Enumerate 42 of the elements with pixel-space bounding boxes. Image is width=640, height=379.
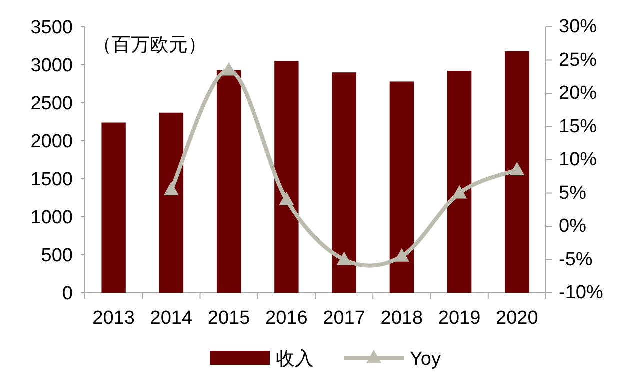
x-tick-label: 2014	[150, 308, 193, 329]
annotation: （百万欧元）	[93, 35, 207, 56]
x-tick-label: 2018	[380, 308, 424, 329]
y2-tick-label: -10%	[559, 282, 604, 304]
point	[452, 185, 468, 199]
x-tick-label: 2016	[266, 308, 308, 329]
x-tick-label: 2019	[438, 308, 481, 329]
bar	[505, 51, 530, 293]
y-tick-label: 3500	[30, 18, 73, 39]
bar	[102, 122, 126, 293]
bar	[159, 112, 184, 293]
y2-tick-label: 15%	[559, 116, 598, 138]
y-tick-label: 2500	[30, 94, 73, 115]
bar	[390, 82, 414, 293]
point	[510, 162, 525, 176]
point	[164, 182, 179, 196]
y2-tick-label: 5%	[559, 182, 587, 204]
y-tick-label: 0	[62, 284, 73, 305]
legend-label: 收入	[276, 349, 314, 370]
y2-tick-label: 30%	[559, 16, 598, 38]
y2-tick-label: 10%	[559, 150, 598, 170]
x-tick-label: 2015	[208, 308, 250, 329]
point	[336, 252, 352, 266]
legend-label: Yoy	[410, 349, 442, 370]
y2-tick-label: 25%	[559, 50, 598, 71]
bar	[274, 61, 299, 293]
x-tick-label: 2017	[323, 308, 366, 329]
point	[394, 248, 410, 262]
y2-tick-label: 0%	[559, 216, 587, 237]
y-tick-label: 500	[41, 246, 73, 267]
x-tick-label: 2020	[496, 308, 538, 329]
y-tick-label: 3000	[30, 56, 73, 77]
y-tick-label: 1000	[30, 208, 73, 229]
point	[279, 192, 294, 206]
y2-tick-label: 20%	[559, 83, 598, 104]
y-tick-label: 2000	[30, 132, 73, 153]
bar	[447, 71, 472, 293]
bar	[332, 72, 356, 293]
bar	[216, 70, 242, 293]
y-tick-label: 1500	[30, 170, 73, 191]
x-tick-label: 2013	[92, 308, 135, 329]
y2-tick-label: -5%	[559, 249, 593, 270]
